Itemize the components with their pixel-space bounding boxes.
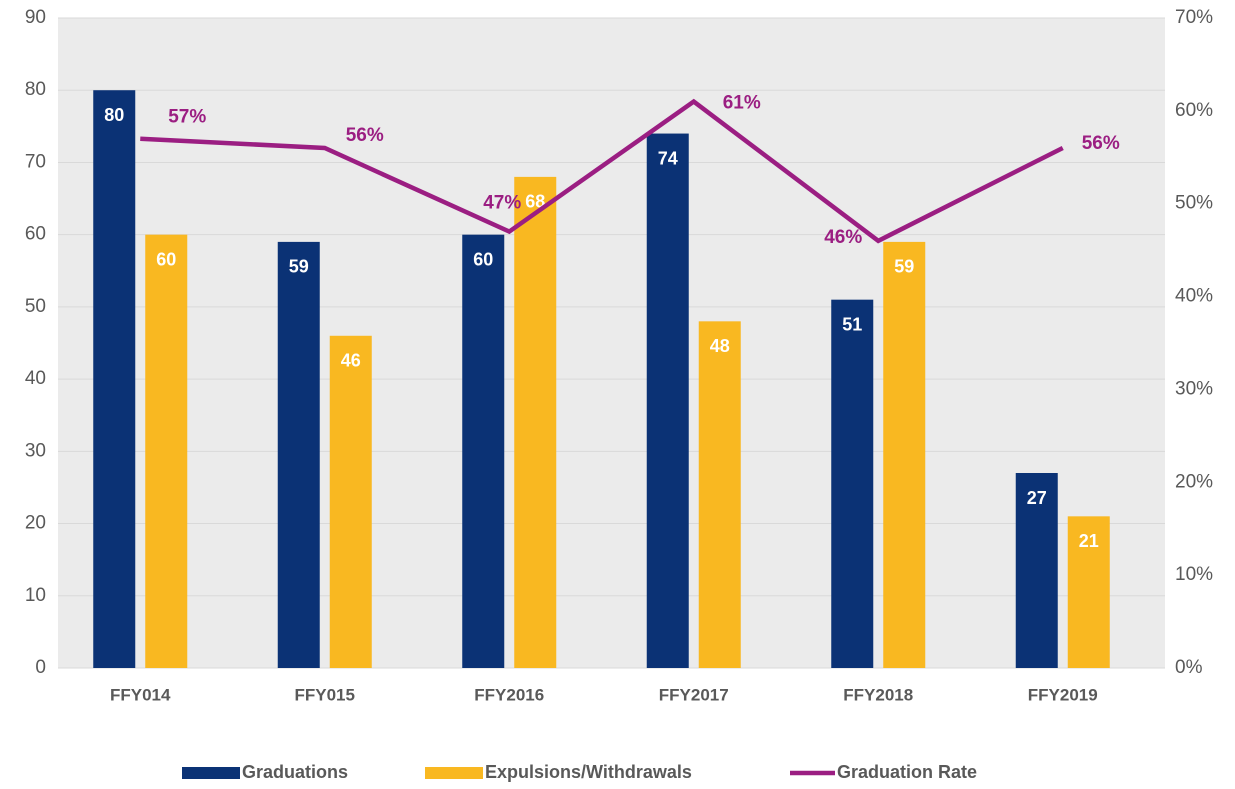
y-tick-label: 30	[25, 440, 46, 461]
y2-tick-label: 10%	[1175, 564, 1213, 585]
legend-label: Graduation Rate	[837, 762, 977, 782]
y-tick-label: 40	[25, 368, 46, 389]
y-tick-label: 80	[25, 79, 46, 100]
data-label: 60	[473, 249, 493, 269]
bar	[698, 321, 741, 668]
y2-tick-label: 30%	[1175, 378, 1213, 399]
bar	[462, 234, 505, 668]
data-label: 21	[1079, 531, 1099, 551]
bar	[883, 241, 926, 668]
y-tick-label: 0	[35, 657, 46, 678]
line-label: 56%	[346, 125, 384, 146]
data-label: 59	[894, 257, 914, 277]
x-tick-label: FFY014	[110, 685, 171, 704]
y2-tick-label: 60%	[1175, 100, 1213, 121]
line-label: 57%	[168, 107, 206, 128]
bar	[514, 176, 557, 668]
x-tick-label: FFY015	[295, 685, 355, 704]
bar	[646, 133, 689, 669]
data-label: 59	[289, 257, 309, 277]
bar	[145, 234, 188, 668]
y2-tick-label: 50%	[1175, 193, 1213, 214]
line-label: 56%	[1082, 133, 1120, 154]
legend-swatch	[425, 767, 483, 779]
data-label: 51	[842, 314, 862, 334]
y-tick-label: 20	[25, 513, 46, 534]
data-label: 60	[156, 249, 176, 269]
data-label: 68	[525, 192, 545, 212]
legend-label: Expulsions/Withdrawals	[485, 762, 692, 782]
bar	[329, 335, 372, 668]
data-label: 80	[104, 105, 124, 125]
x-tick-label: FFY2019	[1028, 685, 1098, 704]
y2-tick-label: 70%	[1175, 7, 1213, 28]
data-label: 46	[341, 351, 361, 371]
y-tick-label: 10	[25, 585, 46, 606]
bar	[1067, 516, 1110, 668]
y-tick-label: 70	[25, 151, 46, 172]
line-label: 46%	[824, 227, 862, 248]
legend-swatch	[182, 767, 240, 779]
line-label: 47%	[483, 193, 521, 214]
line-label: 61%	[723, 93, 761, 114]
data-label: 48	[710, 336, 730, 356]
y-tick-label: 50	[25, 296, 46, 317]
data-label: 27	[1027, 488, 1047, 508]
line	[140, 98, 1064, 244]
x-tick-label: FFY2018	[843, 685, 913, 704]
x-tick-label: FFY2016	[474, 685, 544, 704]
plot-area	[58, 18, 1165, 668]
y-tick-label: 60	[25, 224, 46, 245]
bar	[277, 241, 320, 668]
bar	[831, 299, 874, 668]
bar	[93, 90, 136, 668]
y-tick-label: 90	[25, 7, 46, 28]
legend-label: Graduations	[242, 762, 348, 782]
x-tick-label: FFY2017	[659, 685, 729, 704]
y2-tick-label: 0%	[1175, 657, 1203, 678]
y2-tick-label: 20%	[1175, 471, 1213, 492]
bar	[1015, 473, 1058, 668]
data-label: 74	[658, 148, 678, 168]
y2-tick-label: 40%	[1175, 286, 1213, 307]
